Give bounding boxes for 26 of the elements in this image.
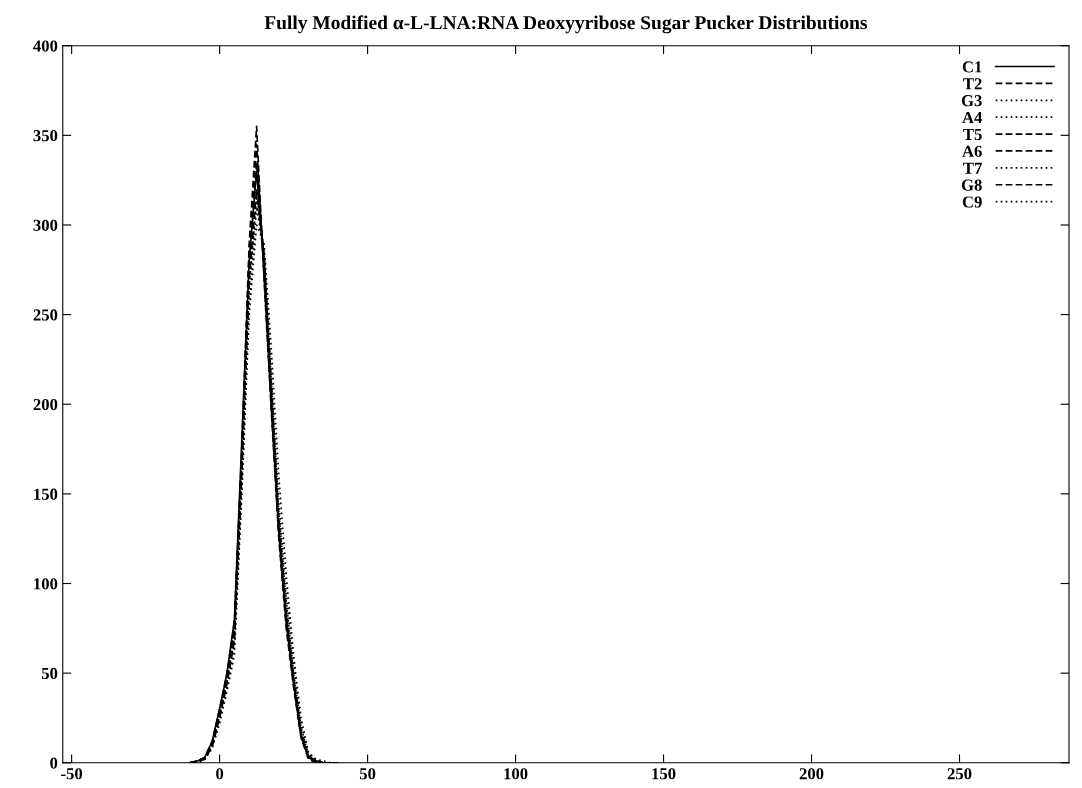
- y-tick-label: 200: [33, 398, 58, 411]
- x-tick-label: 150: [652, 768, 676, 780]
- x-tick-label: 0: [216, 768, 224, 780]
- legend-label: T5: [963, 128, 982, 141]
- x-tick-label: 250: [947, 768, 972, 780]
- legend-label: G3: [961, 95, 982, 107]
- legend-label: A4: [962, 112, 983, 124]
- x-tick-label: 200: [799, 768, 824, 780]
- legend-label: C1: [962, 61, 982, 73]
- y-tick-label: 50: [41, 667, 58, 680]
- y-tick-label: 250: [33, 309, 58, 321]
- y-tick-label: 150: [34, 488, 58, 500]
- chart-title: Fully Modified α-L-LNA:RNA Deoxyyribose Sugar Pucker Distributions: [264, 15, 868, 34]
- y-tick-label: 400: [33, 40, 58, 52]
- y-tick-label: 100: [34, 578, 58, 590]
- legend-label: G8: [961, 179, 982, 191]
- y-tick-label: 0: [50, 757, 58, 769]
- x-tick-label: 50: [359, 768, 376, 780]
- legend-label: T2: [963, 78, 982, 90]
- x-tick-label: -50: [61, 768, 83, 780]
- x-tick-label: 100: [504, 768, 528, 780]
- y-tick-label: 300: [33, 219, 58, 231]
- y-tick-label: 350: [33, 130, 58, 142]
- legend-label: T7: [963, 162, 982, 174]
- legend-label: C9: [962, 196, 982, 208]
- legend-label: A6: [962, 145, 982, 157]
